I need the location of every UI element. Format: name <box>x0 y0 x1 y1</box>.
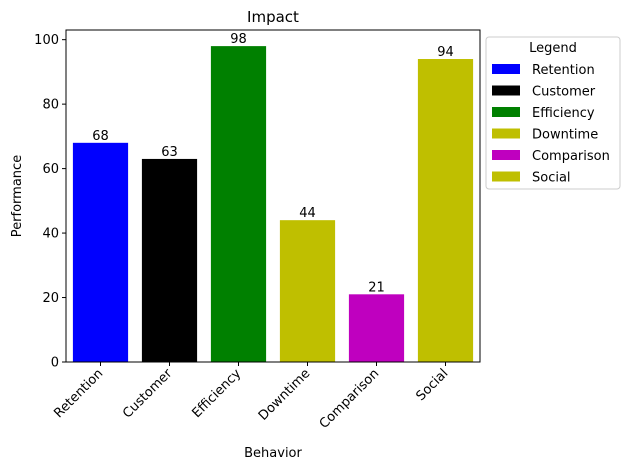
x-tick-label-retention: Retention <box>51 366 106 421</box>
bar-retention <box>72 142 129 362</box>
x-tick-label-efficiency: Efficiency <box>189 366 244 421</box>
y-tick-label: 60 <box>42 162 59 177</box>
legend-label-efficiency: Efficiency <box>532 106 595 121</box>
legend-swatch-customer <box>492 85 520 96</box>
y-tick-label: 100 <box>34 33 59 48</box>
legend-swatch-social <box>492 171 520 182</box>
bar-social <box>417 59 474 363</box>
y-tick-label: 0 <box>51 356 59 371</box>
bar-efficiency <box>210 46 267 362</box>
value-label-customer: 63 <box>161 145 178 160</box>
value-labels: 68 63 98 44 21 94 <box>92 32 454 295</box>
value-label-efficiency: 98 <box>230 32 247 47</box>
legend-entries: Retention Customer Efficiency Downtime Compa… <box>492 63 610 186</box>
legend-label-downtime: Downtime <box>532 128 598 143</box>
bar-comparison <box>348 294 405 362</box>
legend-label-customer: Customer <box>532 85 596 100</box>
legend-label-social: Social <box>532 171 571 186</box>
x-tick-label-downtime: Downtime <box>256 366 313 423</box>
x-tick-label-comparison: Comparison <box>317 366 383 432</box>
bar-customer <box>141 158 198 362</box>
x-axis: Retention Customer Efficiency Downtime Compa… <box>51 362 451 432</box>
value-label-retention: 68 <box>92 129 109 144</box>
chart-title: Impact <box>247 8 299 26</box>
legend-swatch-retention <box>492 64 520 74</box>
x-tick-label-customer: Customer <box>120 366 176 422</box>
plot-frame <box>65 29 481 363</box>
value-label-social: 94 <box>437 45 454 60</box>
value-label-downtime: 44 <box>299 206 316 221</box>
y-tick-label: 40 <box>42 227 59 242</box>
legend-label-comparison: Comparison <box>532 149 610 164</box>
legend-swatch-comparison <box>492 150 520 160</box>
x-axis-label: Behavior <box>244 446 302 461</box>
y-axis: 0 20 40 60 80 100 <box>34 33 66 371</box>
legend-title: Legend <box>529 41 577 56</box>
value-label-comparison: 21 <box>368 280 385 295</box>
bars <box>72 46 474 363</box>
y-tick-label: 20 <box>42 291 59 306</box>
legend-swatch-efficiency <box>492 107 520 117</box>
y-axis-label: Performance <box>10 155 25 237</box>
x-tick-label-social: Social <box>413 366 451 404</box>
legend: Legend Retention Customer Efficiency Downti… <box>485 36 621 190</box>
bar-downtime <box>279 220 336 362</box>
legend-swatch-downtime <box>492 128 520 139</box>
y-tick-label: 80 <box>42 98 59 113</box>
legend-label-retention: Retention <box>532 63 595 78</box>
